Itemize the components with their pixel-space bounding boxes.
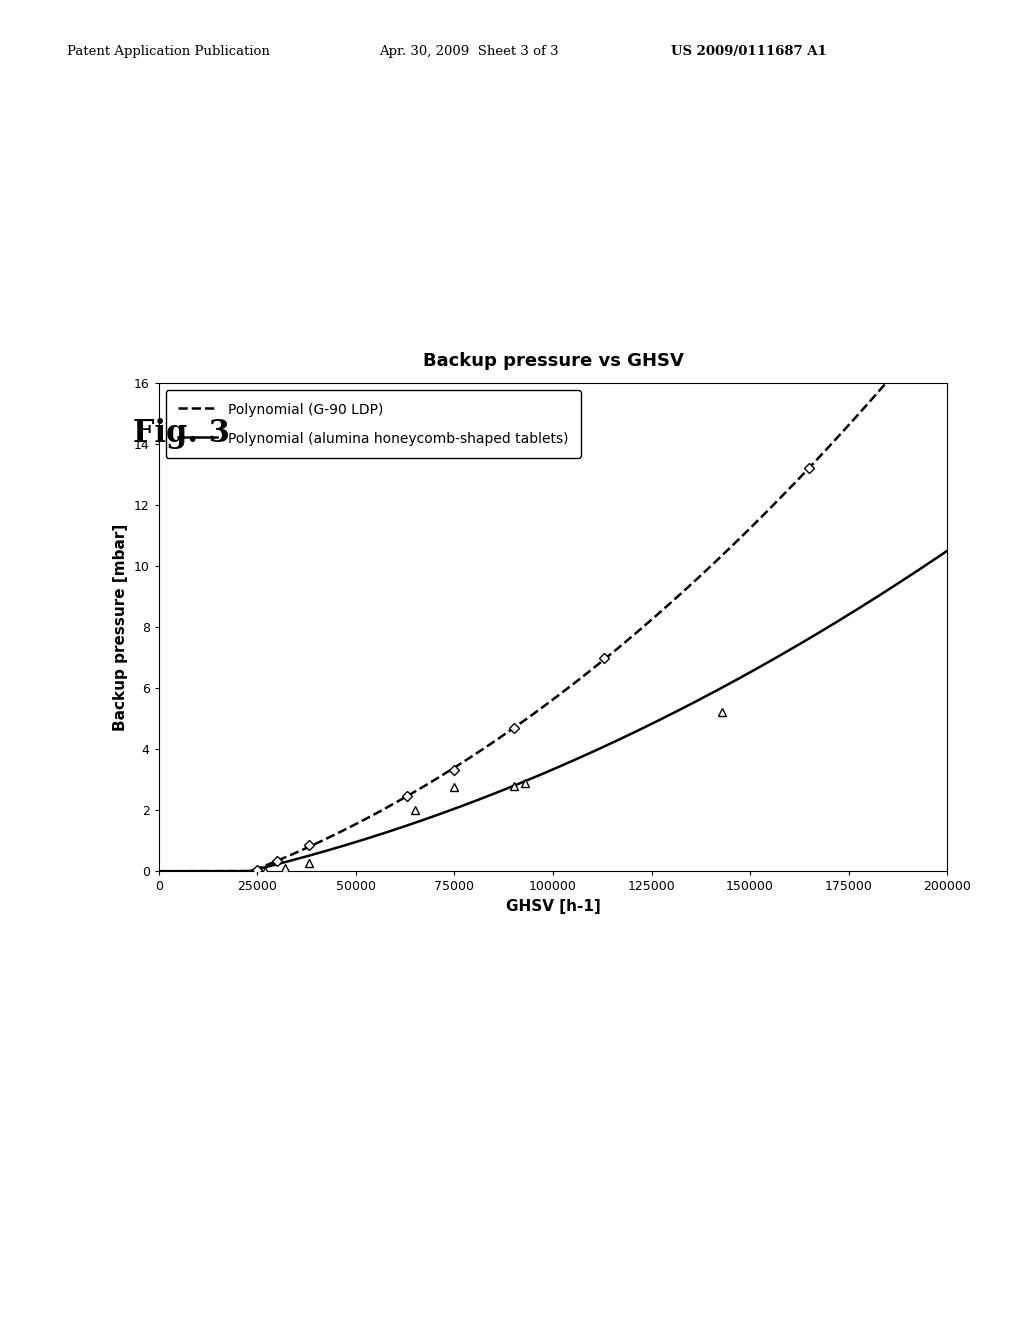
Text: US 2009/0111687 A1: US 2009/0111687 A1 bbox=[671, 45, 826, 58]
Text: Patent Application Publication: Patent Application Publication bbox=[67, 45, 269, 58]
Text: Fig. 3: Fig. 3 bbox=[133, 418, 230, 449]
Text: Apr. 30, 2009  Sheet 3 of 3: Apr. 30, 2009 Sheet 3 of 3 bbox=[379, 45, 558, 58]
X-axis label: GHSV [h-1]: GHSV [h-1] bbox=[506, 899, 600, 913]
Title: Backup pressure vs GHSV: Backup pressure vs GHSV bbox=[423, 352, 683, 370]
Legend: Polynomial (G-90 LDP), Polynomial (alumina honeycomb-shaped tablets): Polynomial (G-90 LDP), Polynomial (alumi… bbox=[166, 389, 582, 458]
Y-axis label: Backup pressure [mbar]: Backup pressure [mbar] bbox=[114, 523, 128, 731]
